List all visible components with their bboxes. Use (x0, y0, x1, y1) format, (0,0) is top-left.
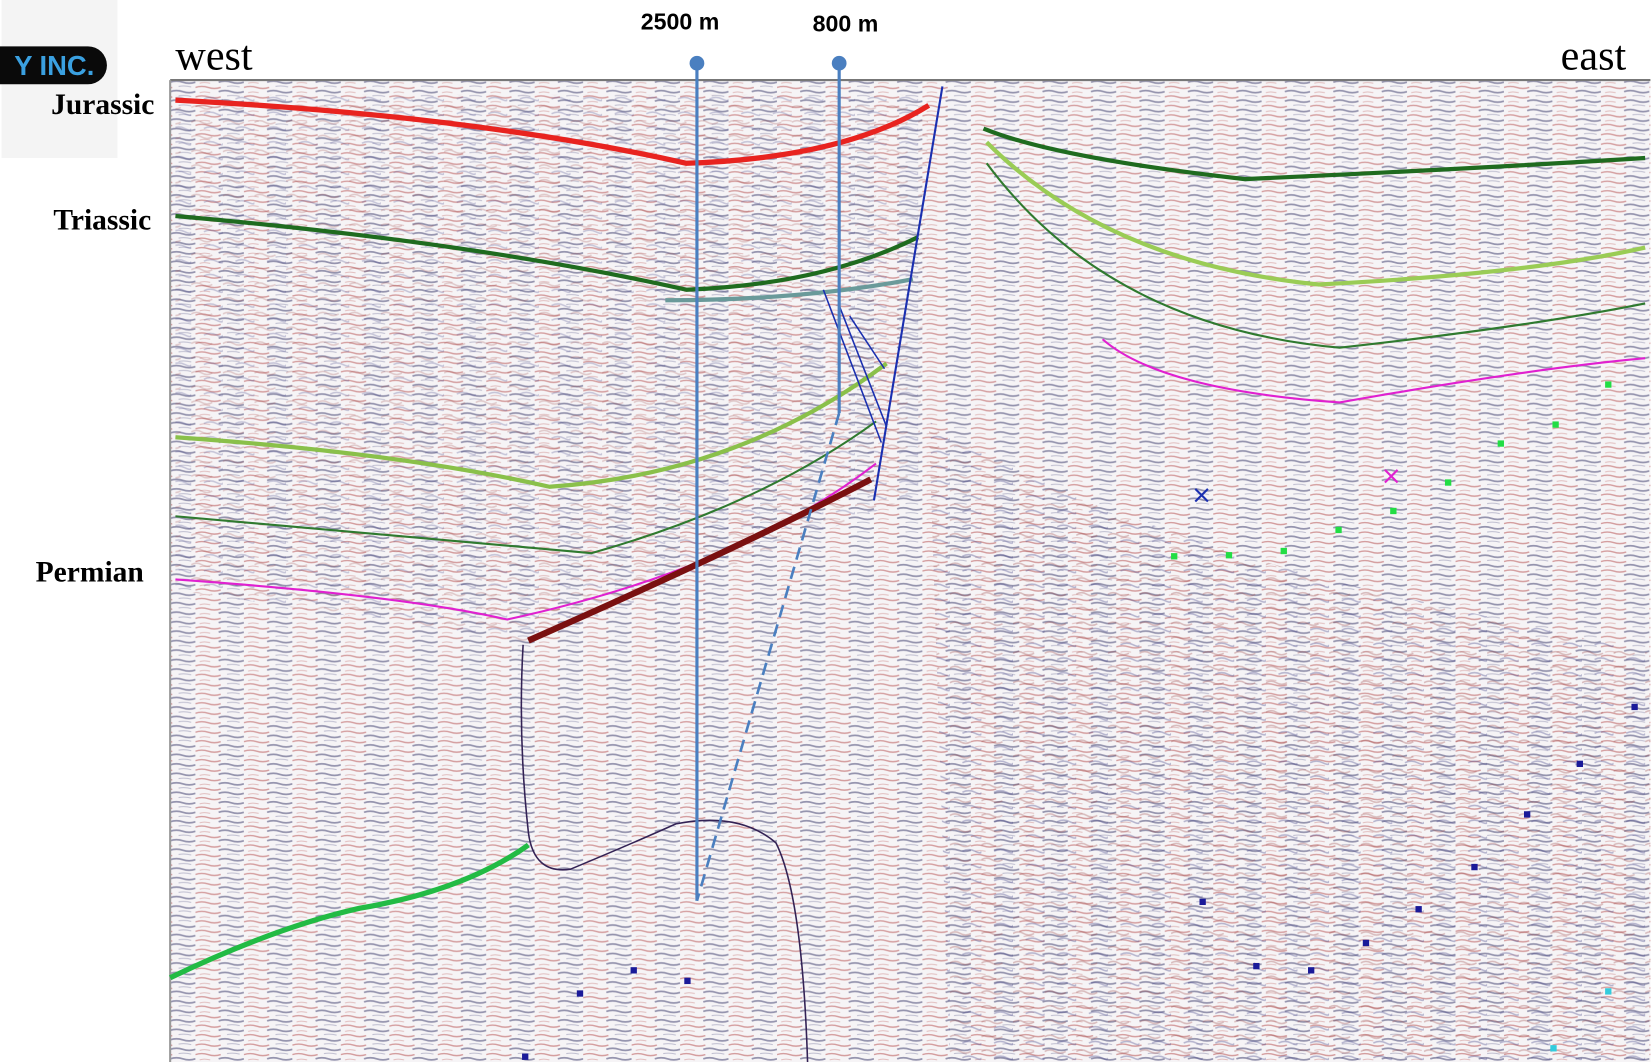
formation-label: Jurassic (51, 89, 154, 121)
horizons-east (982, 126, 1646, 404)
well-800-projection (695, 412, 841, 902)
formation-label: Permian (36, 557, 144, 589)
horizon-green (175, 420, 877, 555)
horizon-deep (169, 842, 530, 981)
west-label: west (175, 33, 253, 80)
east-label: east (1561, 33, 1627, 80)
horizon-east-1 (982, 126, 1646, 182)
horizon-east-2 (985, 140, 1646, 287)
horizon-east-3 (985, 162, 1646, 349)
seismic-texture-chaotic (928, 421, 1651, 1062)
seismic-texture-strong (175, 94, 929, 643)
salt-outline (520, 644, 809, 1062)
well-label: 2500 m (641, 9, 720, 35)
horizon-light-green (175, 361, 888, 489)
well-2500-head (689, 55, 705, 71)
horizon-salt-top (527, 476, 873, 644)
logo-badge (0, 46, 107, 85)
horizon-grey (665, 277, 914, 303)
horizon-east-4 (1101, 338, 1646, 404)
formation-label: Triassic (53, 205, 151, 237)
well-label: 800 m (813, 11, 879, 37)
fault (872, 86, 944, 501)
picks (522, 381, 1638, 1060)
fault-splays (822, 289, 888, 443)
logo-text: Y INC. (14, 50, 94, 81)
wells: 2500 m 800 m (641, 9, 879, 902)
well-800-head (831, 55, 847, 71)
horizon-jurassic (175, 97, 931, 166)
